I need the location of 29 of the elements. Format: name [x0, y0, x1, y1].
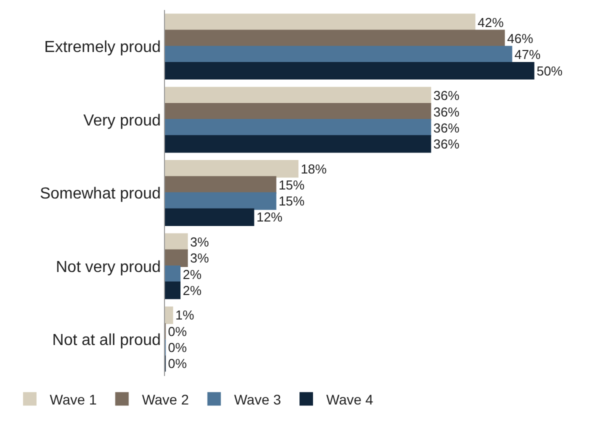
data-label: 3% [190, 250, 210, 266]
y-tick-label: Not very proud [56, 258, 161, 276]
data-label: 12% [256, 210, 283, 225]
data-label: 2% [182, 266, 202, 282]
data-label: 47% [514, 47, 541, 62]
data-label: 2% [182, 282, 202, 298]
data-label: 36% [433, 120, 460, 136]
data-label: 15% [278, 194, 306, 209]
legend-label: Wave 1 [50, 391, 97, 408]
legend-label: Wave 2 [142, 391, 190, 408]
data-label: 50% [536, 63, 564, 78]
legend-label: Wave 4 [326, 391, 374, 408]
data-label: 0% [168, 324, 188, 339]
data-label: 0% [168, 356, 188, 372]
data-label: 0% [168, 340, 188, 355]
data-label: 15% [278, 177, 306, 192]
data-label: 42% [478, 14, 504, 30]
data-label: 36% [433, 88, 460, 104]
data-label: 36% [433, 136, 460, 152]
data-label: 3% [190, 234, 210, 250]
legend-label: Wave 3 [234, 391, 282, 408]
y-tick-label: Very proud [83, 112, 161, 130]
data-label: 18% [300, 161, 328, 176]
data-label: 1% [175, 308, 195, 323]
data-label: 46% [507, 31, 534, 46]
y-tick-label: Extremely proud [44, 39, 161, 56]
data-label: 36% [433, 104, 460, 120]
y-tick-label: Not at all proud [52, 332, 161, 349]
y-tick-label: Somewhat proud [40, 186, 161, 203]
